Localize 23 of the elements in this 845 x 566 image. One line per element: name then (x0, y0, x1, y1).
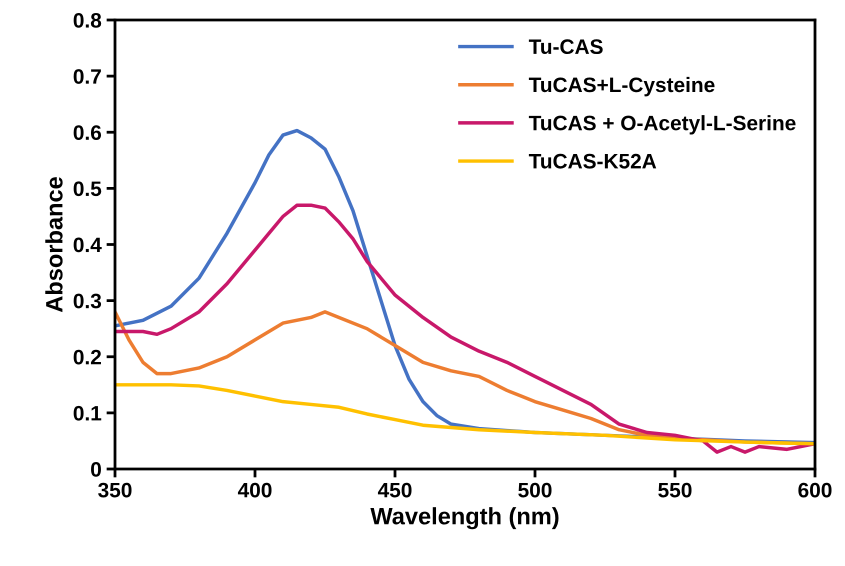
legend-label: Tu-CAS (528, 39, 603, 54)
x-tick-label: 400 (238, 482, 272, 498)
x-tick-label: 350 (98, 482, 132, 498)
x-tick-label: 600 (798, 482, 832, 498)
line-series (115, 203, 815, 454)
y-tick-label: 0.2 (74, 350, 101, 365)
x-tick-label: 500 (518, 482, 552, 498)
legend-label: TuCAS-K52A (528, 154, 656, 169)
y-axis-title: Absorbance (45, 177, 63, 312)
y-tick-label: 0.6 (74, 125, 102, 140)
legend-label: TuCAS + O-Acetyl-L-Serine (528, 115, 796, 135)
y-tick-label: 0.5 (74, 181, 102, 196)
line-series (115, 383, 815, 446)
y-tick-label: 0.8 (74, 13, 102, 28)
y-tick-label: 0.7 (74, 69, 101, 84)
legend-label: TuCAS+L-Cysteine (528, 76, 715, 96)
y-tick-label: 0 (91, 462, 101, 477)
y-tick-label: 0.1 (74, 406, 102, 421)
y-tick-label: 0.3 (74, 294, 102, 308)
y-tick-label: 0.4 (74, 238, 102, 252)
x-axis-title: Wavelength (nm) (370, 507, 558, 530)
x-tick-label: 550 (658, 482, 692, 498)
x-tick-label: 450 (378, 482, 412, 498)
